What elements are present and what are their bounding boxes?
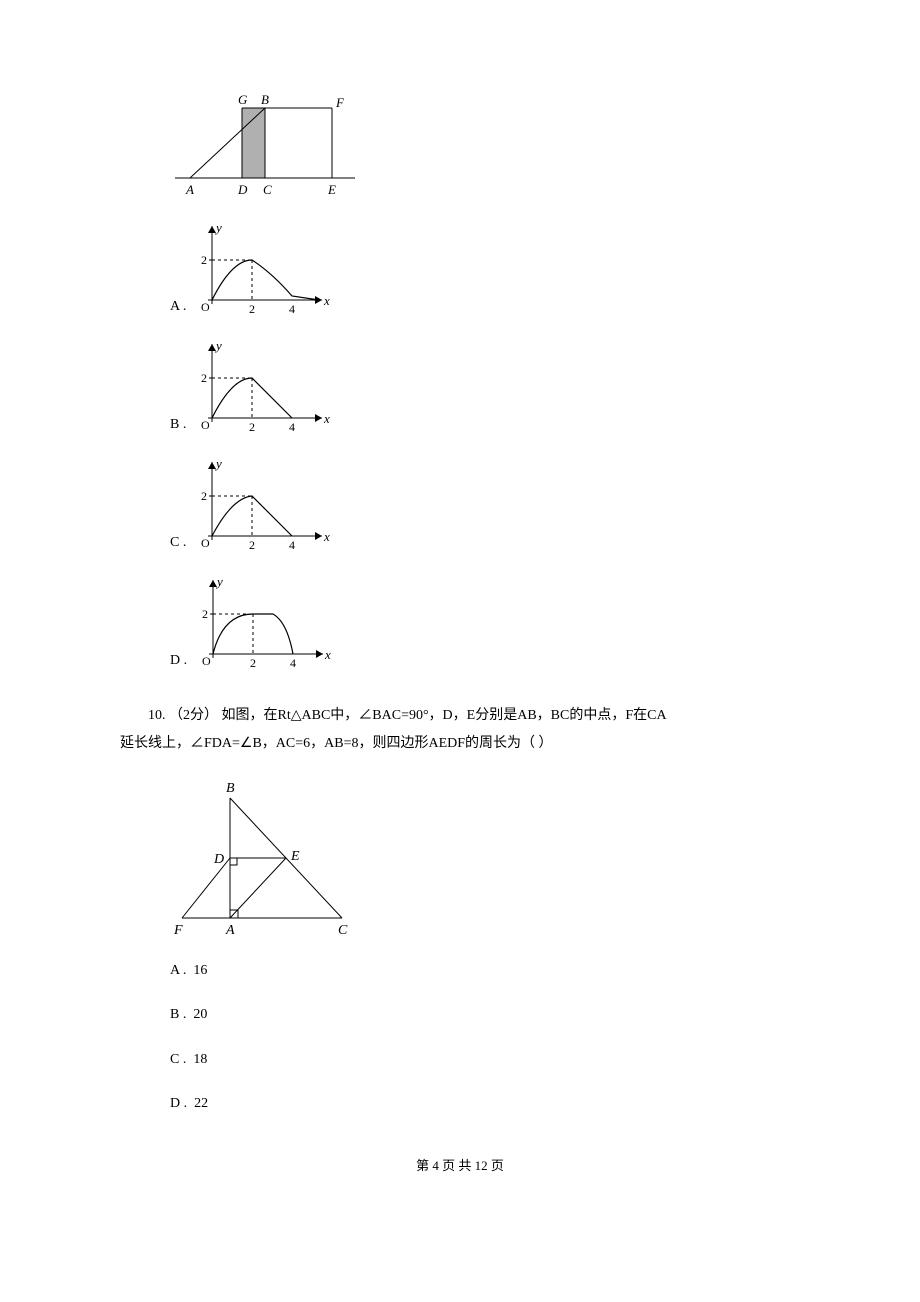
figure-q9-main: GB F A DC E — [170, 90, 800, 200]
figure-q10: B D E F A C — [170, 778, 800, 938]
svg-text:2: 2 — [250, 656, 256, 670]
svg-text:C: C — [338, 923, 348, 938]
option-c-row: C . O 2 4 2 x y — [170, 454, 800, 554]
p10-line1: 如图，在Rt△ABC中，∠BAC=90°，D，E分别是AB，BC的中点，F在CA — [222, 708, 667, 723]
svg-fig2: B D E F A C — [170, 778, 360, 938]
svg-text:O: O — [201, 536, 210, 550]
option-b-label: B . — [170, 414, 186, 436]
svg-text:y: y — [214, 220, 222, 235]
chart-b: O 2 4 2 x y — [194, 336, 334, 436]
svg-text:y: y — [214, 456, 222, 471]
svg-text:2: 2 — [249, 538, 255, 552]
svg-text:D: D — [213, 852, 224, 867]
ans-c: C . 18 — [170, 1049, 800, 1071]
svg-text:D: D — [237, 182, 248, 197]
ans-b-val: 20 — [193, 1007, 207, 1022]
p10-points: （2分） — [169, 708, 218, 723]
ans-b-prefix: B . — [170, 1007, 186, 1022]
p10-line2: 延长线上，∠FDA=∠B，AC=6，AB=8，则四边形AEDF的周长为（ ） — [120, 730, 553, 758]
svg-fig1: GB F A DC E — [170, 90, 360, 200]
svg-text:x: x — [324, 647, 331, 662]
svg-text:x: x — [323, 529, 330, 544]
p10-number: 10. — [148, 708, 166, 723]
svg-text:2: 2 — [201, 489, 207, 503]
page-footer: 第 4 页 共 12 页 — [120, 1156, 800, 1177]
svg-text:x: x — [323, 411, 330, 426]
svg-text:B: B — [261, 92, 269, 107]
ans-b: B . 20 — [170, 1004, 800, 1026]
svg-text:2: 2 — [249, 420, 255, 434]
svg-text:O: O — [201, 300, 210, 314]
option-c-label: C . — [170, 532, 186, 554]
svg-text:G: G — [238, 92, 248, 107]
svg-text:C: C — [263, 182, 272, 197]
ans-a-prefix: A . — [170, 963, 186, 978]
svg-text:B: B — [226, 781, 235, 796]
problem-10-text: 10. （2分） 如图，在Rt△ABC中，∠BAC=90°，D，E分别是AB，B… — [120, 702, 800, 758]
chart-c: O 2 4 2 x y — [194, 454, 334, 554]
svg-text:4: 4 — [289, 538, 295, 552]
svg-text:x: x — [323, 293, 330, 308]
ans-c-val: 18 — [193, 1052, 207, 1067]
ans-d-val: 22 — [194, 1096, 208, 1111]
ans-d: D . 22 — [170, 1093, 800, 1115]
svg-text:F: F — [335, 95, 345, 110]
option-a-label: A . — [170, 296, 186, 318]
svg-text:F: F — [173, 923, 183, 938]
svg-text:2: 2 — [249, 302, 255, 316]
chart-d: O 2 4 2 x y — [195, 572, 335, 672]
svg-text:O: O — [201, 418, 210, 432]
option-d-label: D . — [170, 650, 187, 672]
option-b-row: B . O 2 4 2 x y — [170, 336, 800, 436]
svg-text:2: 2 — [201, 253, 207, 267]
svg-text:E: E — [327, 182, 336, 197]
svg-text:2: 2 — [201, 371, 207, 385]
svg-text:4: 4 — [289, 420, 295, 434]
ans-d-prefix: D . — [170, 1096, 187, 1111]
ans-a-val: 16 — [193, 963, 207, 978]
svg-text:y: y — [214, 338, 222, 353]
chart-a: O 2 4 2 x y — [194, 218, 334, 318]
svg-text:4: 4 — [289, 302, 295, 316]
svg-text:y: y — [215, 574, 223, 589]
svg-text:A: A — [225, 923, 235, 938]
svg-text:4: 4 — [290, 656, 296, 670]
ans-c-prefix: C . — [170, 1052, 186, 1067]
answers-10: A . 16 B . 20 C . 18 D . 22 — [170, 960, 800, 1116]
svg-text:A: A — [185, 182, 194, 197]
svg-text:E: E — [290, 849, 300, 864]
option-a-row: A . O 2 4 2 x y — [170, 218, 800, 318]
ans-a: A . 16 — [170, 960, 800, 982]
svg-text:O: O — [202, 654, 211, 668]
svg-text:2: 2 — [202, 607, 208, 621]
option-d-row: D . O 2 4 2 x y — [170, 572, 800, 672]
